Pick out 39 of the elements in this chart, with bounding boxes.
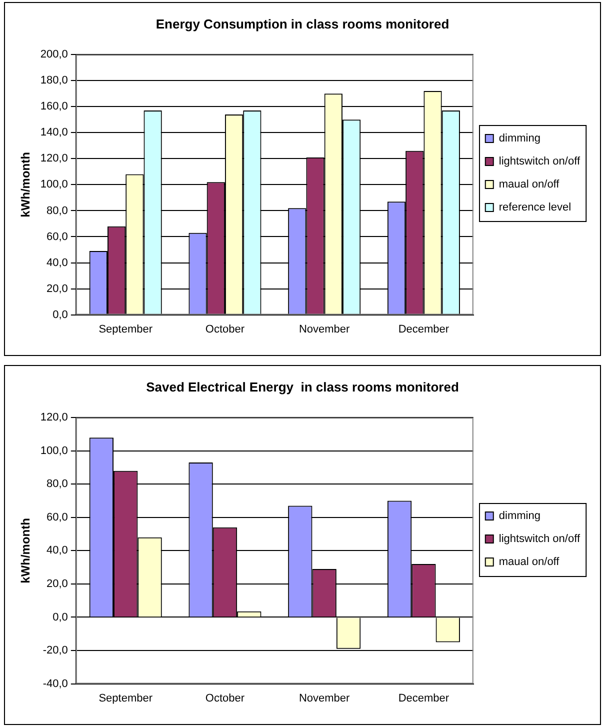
y-tick-label: 60,0: [46, 511, 68, 524]
x-tick-label: December: [398, 323, 450, 336]
y-tick-label: 20,0: [46, 282, 68, 295]
x-tick-label: September: [98, 692, 153, 704]
y-tick-label: 100,0: [40, 444, 68, 457]
y-tick-label: 180,0: [40, 74, 68, 87]
chart-title: Energy Consumption in class rooms monitored: [156, 16, 450, 32]
x-tick-label: November: [298, 692, 350, 704]
legend-label: lightswitch on/off: [498, 533, 581, 546]
y-tick-label: -20,0: [42, 644, 68, 657]
y-axis-title: kWh/month: [18, 152, 33, 218]
y-tick-label: 40,0: [46, 544, 68, 557]
y-tick-label: 80,0: [46, 204, 68, 217]
y-tick-label: 100,0: [40, 178, 68, 191]
legend-label: dimming: [498, 132, 540, 145]
y-tick-label: 120,0: [40, 152, 68, 165]
y-tick-label: 0,0: [52, 611, 68, 624]
y-tick-label: 20,0: [46, 578, 68, 590]
legend-label: lightswitch on/off: [498, 156, 581, 168]
y-tick-label: 40,0: [46, 256, 68, 269]
x-tick-label: October: [205, 692, 245, 704]
y-tick-label: 0,0: [52, 308, 68, 321]
y-tick-label: 60,0: [46, 230, 68, 243]
y-tick-label: 80,0: [46, 478, 68, 490]
y-tick-label: 200,0: [40, 48, 68, 61]
x-tick-label: October: [205, 323, 245, 336]
legend-label: dimming: [498, 510, 540, 522]
y-tick-label: 140,0: [40, 126, 68, 139]
x-tick-label: December: [398, 692, 450, 704]
legend-label: reference level: [498, 202, 572, 214]
y-tick-label: -40,0: [42, 678, 68, 690]
y-tick-label: 160,0: [40, 100, 68, 113]
x-tick-label: November: [298, 323, 350, 336]
x-tick-label: September: [98, 323, 153, 336]
chart-title: Saved Electrical Energy in class rooms monitored: [146, 379, 459, 394]
legend-label: maual on/off: [498, 556, 560, 568]
y-tick-label: 120,0: [40, 412, 68, 424]
legend-label: maual on/off: [498, 178, 560, 191]
y-axis-title: kWh/month: [18, 518, 33, 584]
